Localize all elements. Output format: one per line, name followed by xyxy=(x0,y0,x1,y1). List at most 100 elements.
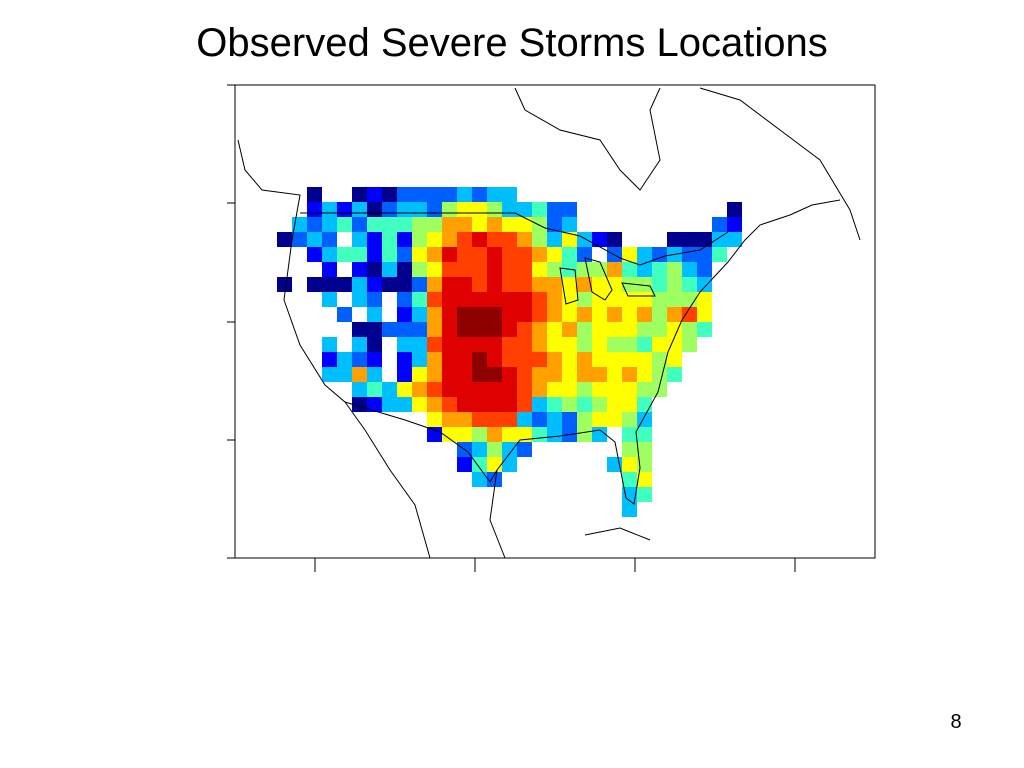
storm-cell xyxy=(457,337,472,352)
storm-cell xyxy=(442,367,457,382)
storm-cell xyxy=(517,412,532,427)
storm-cell xyxy=(487,382,502,397)
storm-cell xyxy=(517,247,532,262)
storm-cell xyxy=(502,262,517,277)
storm-cell xyxy=(592,322,607,337)
storm-cell xyxy=(412,202,427,217)
storm-cell xyxy=(337,352,352,367)
storm-cell xyxy=(682,277,697,292)
storm-cell xyxy=(712,247,727,262)
storm-cell xyxy=(532,232,547,247)
storm-cell xyxy=(322,247,337,262)
storm-cell xyxy=(637,487,652,502)
storm-cell xyxy=(622,382,637,397)
storm-cell xyxy=(487,247,502,262)
storm-cell xyxy=(607,367,622,382)
storm-cell xyxy=(502,232,517,247)
storm-cell xyxy=(652,352,667,367)
storm-cell xyxy=(442,202,457,217)
storm-cell xyxy=(457,427,472,442)
storm-cell xyxy=(412,277,427,292)
storm-cell xyxy=(367,232,382,247)
storm-cell xyxy=(382,247,397,262)
storm-cell xyxy=(397,307,412,322)
storm-cell xyxy=(517,442,532,457)
storm-cell xyxy=(367,277,382,292)
storm-cell xyxy=(427,232,442,247)
storm-cell xyxy=(442,412,457,427)
storm-cell xyxy=(487,427,502,442)
storm-cell xyxy=(292,232,307,247)
storm-cell xyxy=(367,292,382,307)
storm-cell xyxy=(727,217,742,232)
storm-cell xyxy=(352,187,367,202)
storm-cell xyxy=(697,262,712,277)
storm-cell xyxy=(622,367,637,382)
storm-cell xyxy=(307,232,322,247)
storm-cell xyxy=(472,247,487,262)
storm-cell xyxy=(412,247,427,262)
storm-cell xyxy=(307,202,322,217)
storm-cell xyxy=(427,352,442,367)
storm-cell xyxy=(637,382,652,397)
storm-cell xyxy=(712,232,727,247)
storm-cell xyxy=(562,247,577,262)
storm-cell xyxy=(697,277,712,292)
storm-cell xyxy=(697,307,712,322)
storm-cell xyxy=(502,217,517,232)
storm-cell xyxy=(487,397,502,412)
storm-cell xyxy=(697,322,712,337)
storm-cell xyxy=(607,322,622,337)
storm-cell xyxy=(697,247,712,262)
storm-cell xyxy=(487,367,502,382)
storm-cell xyxy=(442,277,457,292)
storm-cell xyxy=(382,232,397,247)
storm-cell xyxy=(397,337,412,352)
storm-cell xyxy=(397,247,412,262)
storm-cell xyxy=(412,382,427,397)
storm-cell xyxy=(592,397,607,412)
storm-cell xyxy=(502,307,517,322)
storm-cell xyxy=(277,232,292,247)
storm-cell xyxy=(487,337,502,352)
storm-cell xyxy=(517,397,532,412)
storm-cell xyxy=(562,277,577,292)
storm-cell xyxy=(622,397,637,412)
storm-cell xyxy=(577,367,592,382)
storm-cell xyxy=(457,352,472,367)
storm-cell xyxy=(367,262,382,277)
storm-cell xyxy=(337,277,352,292)
storm-cell xyxy=(667,322,682,337)
storm-cell xyxy=(457,262,472,277)
storm-cell xyxy=(352,397,367,412)
storm-cell xyxy=(352,382,367,397)
storm-cell xyxy=(502,382,517,397)
storm-cell xyxy=(577,277,592,292)
storm-cell xyxy=(457,307,472,322)
storm-cell xyxy=(577,337,592,352)
storm-cell xyxy=(532,382,547,397)
storm-cell xyxy=(637,412,652,427)
storm-cell xyxy=(637,322,652,337)
coastline xyxy=(237,139,841,505)
storm-cell xyxy=(547,307,562,322)
storm-cell xyxy=(607,292,622,307)
storm-cell xyxy=(322,292,337,307)
storm-cell xyxy=(367,382,382,397)
storm-cell xyxy=(307,277,322,292)
storm-cell xyxy=(547,277,562,292)
storm-cell xyxy=(367,202,382,217)
storm-cell xyxy=(427,277,442,292)
storm-cell xyxy=(667,262,682,277)
storm-cell xyxy=(517,202,532,217)
storm-cell xyxy=(502,397,517,412)
storm-cell xyxy=(547,262,562,277)
storm-cell xyxy=(622,337,637,352)
storm-cell xyxy=(367,352,382,367)
storm-cell xyxy=(472,382,487,397)
storm-cell xyxy=(322,232,337,247)
storm-cell xyxy=(667,337,682,352)
storm-cell xyxy=(457,292,472,307)
storm-cell xyxy=(487,202,502,217)
